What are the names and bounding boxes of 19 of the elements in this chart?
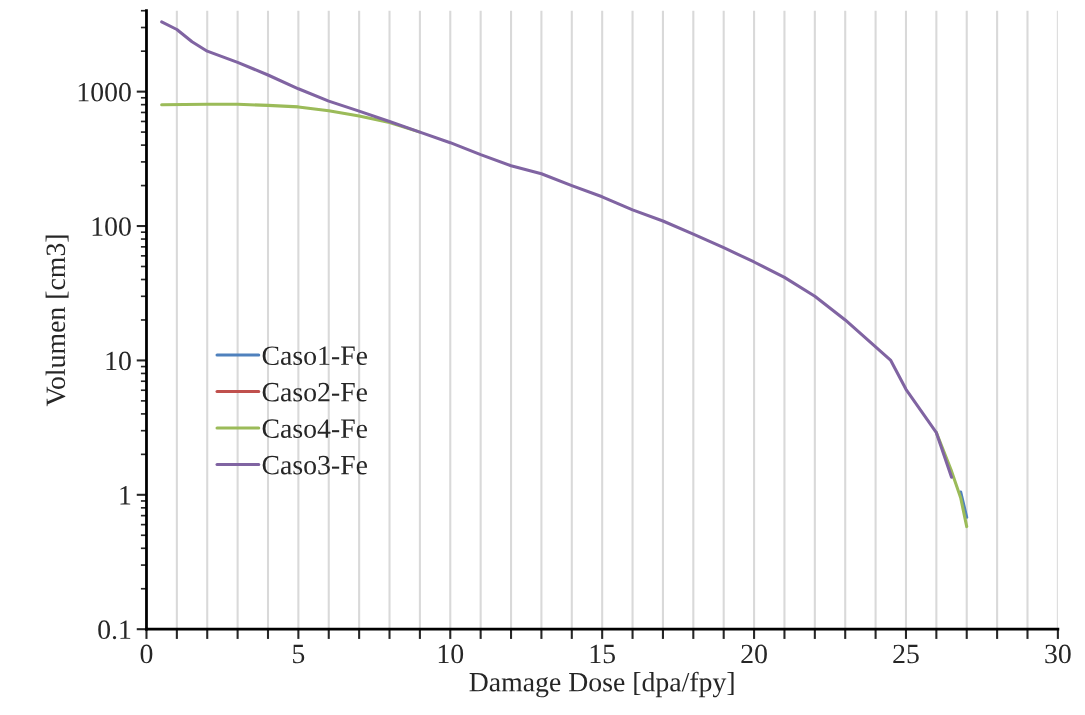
x-tick-label: 30 [1045,644,1071,664]
x-tick-label: 20 [741,644,767,664]
legend-label: Caso3-Fe [262,455,367,475]
y-tick-label: 10 [106,351,131,371]
x-tick-label: 10 [438,644,464,664]
line-series [160,20,954,479]
x-axis-title: Damage Dose [dpa/fpy] [469,671,734,698]
x-tick-label: 25 [893,644,919,664]
y-tick-label: 1 [120,486,131,505]
y-tick-label: 1000 [78,82,131,102]
x-tick-label: 5 [293,644,305,664]
legend-label: Caso4-Fe [262,419,367,439]
y-tick-label: 100 [92,217,131,236]
x-tick-label: 0 [140,644,153,664]
y-axis-title: Volumen [cm3] [45,235,69,407]
legend-label: Caso2-Fe [262,382,367,402]
y-tick-label: 0.1 [98,620,131,640]
legend-label: Caso1-Fe [262,346,367,366]
x-tick-label: 15 [590,644,615,664]
